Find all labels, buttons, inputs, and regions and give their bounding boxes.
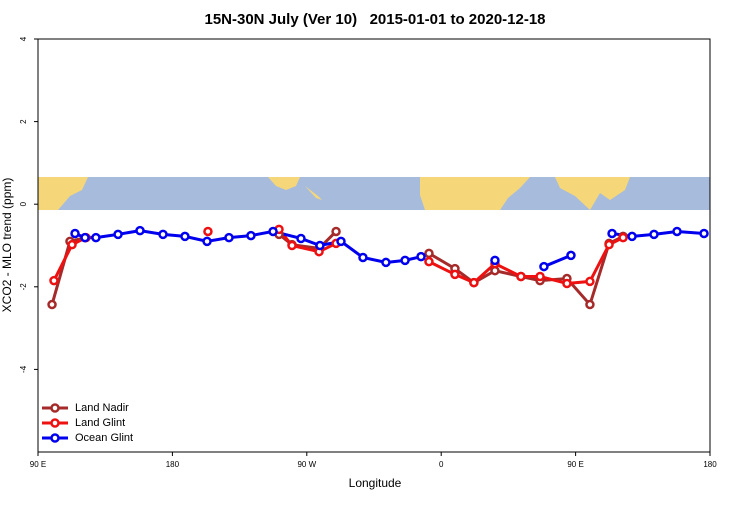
chart-title: 15N-30N July (Ver 10) 2015-01-01 to 2020… [204, 11, 545, 28]
point [469, 277, 479, 288]
x-tick-label: 180 [166, 460, 180, 469]
point [539, 261, 549, 272]
point [296, 233, 306, 244]
point [135, 225, 145, 236]
point [649, 229, 659, 240]
point [516, 271, 526, 282]
x-tick-label: 0 [439, 460, 444, 469]
point [158, 229, 168, 240]
point [47, 299, 57, 310]
point [672, 226, 682, 237]
legend-label: Ocean Glint [75, 432, 133, 444]
map-strip [38, 177, 710, 210]
point [91, 232, 101, 243]
point [202, 236, 212, 247]
point [331, 226, 341, 237]
point [604, 239, 614, 250]
y-tick-label: 0 [19, 201, 28, 206]
legend-marker [50, 403, 60, 413]
point [627, 231, 637, 242]
legend-marker [50, 433, 60, 443]
point [180, 231, 190, 242]
point [358, 252, 368, 263]
point [450, 269, 460, 280]
point [224, 232, 234, 243]
point [381, 257, 391, 268]
point [203, 226, 213, 237]
legend-label: Land Nadir [75, 402, 129, 414]
point [336, 236, 346, 247]
point [699, 228, 709, 239]
point [70, 228, 80, 239]
legend-marker [50, 418, 60, 428]
point [585, 276, 595, 287]
point [287, 240, 297, 251]
point [400, 255, 410, 266]
point [424, 248, 434, 259]
point [618, 232, 628, 243]
x-tick-label: 90 W [297, 460, 316, 469]
point [268, 226, 278, 237]
y-tick-label: 4 [19, 36, 28, 41]
point [246, 230, 256, 241]
point [67, 239, 77, 250]
point [566, 250, 576, 261]
point [315, 240, 325, 251]
point [416, 251, 426, 262]
x-tick-label: 180 [703, 460, 717, 469]
point [80, 232, 90, 243]
point [607, 228, 617, 239]
y-tick-label: -2 [19, 283, 28, 291]
x-axis-label: Longitude [349, 476, 402, 490]
point [585, 299, 595, 310]
x-tick-label: 90 E [567, 460, 583, 469]
point [562, 278, 572, 289]
plot-frame [37, 38, 711, 453]
point [113, 229, 123, 240]
legend-label: Land Glint [75, 417, 125, 429]
x-tick-label: 90 E [30, 460, 46, 469]
y-tick-label: 2 [19, 119, 28, 124]
y-axis-label: XCO2 - MLO trend (ppm) [0, 178, 14, 313]
y-tick-label: -4 [19, 365, 28, 373]
point [535, 271, 545, 282]
point [490, 255, 500, 266]
point [49, 275, 59, 286]
point [424, 256, 434, 267]
